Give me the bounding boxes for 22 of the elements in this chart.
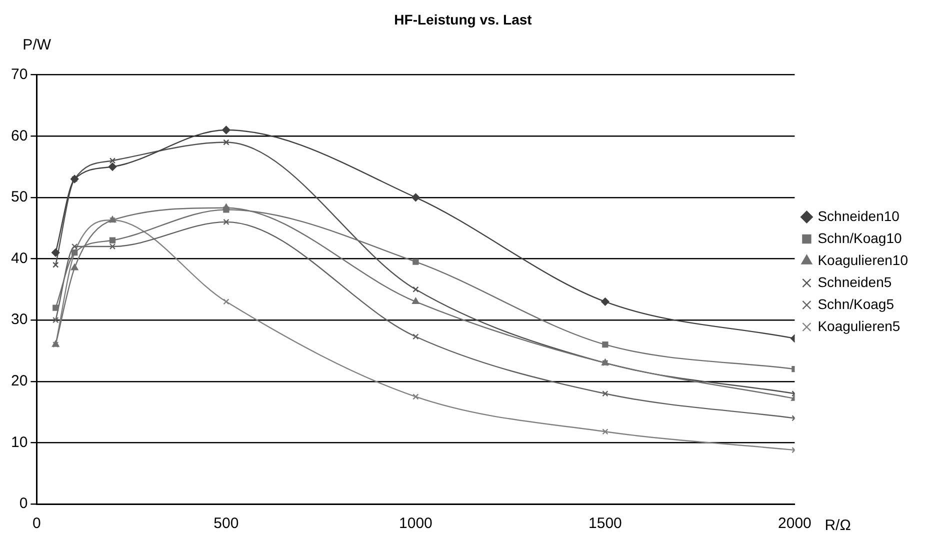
- legend-label: Koagulieren10: [818, 252, 908, 268]
- y-tick-label: 70: [10, 66, 28, 83]
- y-tick-label: 50: [10, 188, 28, 206]
- legend-label: Schn/Koag5: [818, 296, 894, 312]
- y-axis-title: P/W: [22, 36, 52, 54]
- legend-label: Schn/Koag10: [818, 230, 902, 246]
- y-tick-label: 0: [19, 495, 28, 512]
- x-tick-label: 1000: [399, 515, 432, 532]
- x-tick-label: 0: [32, 515, 41, 532]
- legend-label: Koagulieren5: [818, 318, 900, 334]
- y-tick-label: 40: [10, 250, 28, 267]
- legend-label: Schneiden5: [818, 274, 892, 290]
- x-axis-title: R/Ω: [824, 517, 851, 534]
- x-tick-label: 2000: [778, 515, 812, 532]
- chart-title: HF-Leistung vs. Last: [394, 11, 532, 28]
- y-tick-label: 60: [10, 127, 28, 144]
- x-tick-label: 1500: [588, 515, 622, 532]
- y-tick-label: 30: [10, 311, 28, 328]
- legend-label: Schneiden10: [818, 208, 900, 224]
- y-tick-label: 20: [10, 372, 28, 390]
- y-tick-label: 10: [10, 434, 28, 451]
- x-tick-label: 500: [214, 515, 239, 532]
